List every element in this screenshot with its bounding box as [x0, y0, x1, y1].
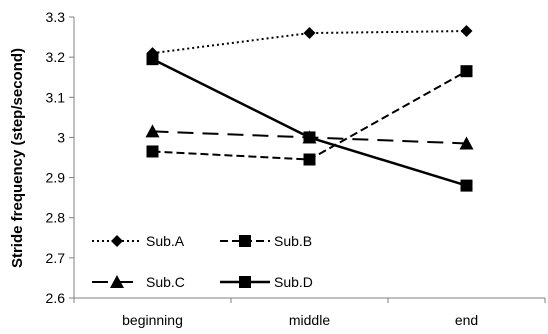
x-tick-label: middle: [289, 312, 330, 328]
y-tick-label: 3: [57, 129, 65, 145]
y-tick-label: 2.8: [46, 210, 66, 226]
legend-item-sub-c: Sub.C: [92, 274, 185, 290]
legend-item-sub-a: Sub.A: [92, 233, 185, 249]
legend-label-sub-d: Sub.D: [274, 274, 313, 290]
y-tick-label: 3.2: [46, 49, 66, 65]
legend-item-sub-d: Sub.D: [220, 274, 313, 290]
y-tick-label: 3.1: [46, 89, 66, 105]
legend-marker-sub-c: [110, 275, 124, 288]
legend-item-sub-b: Sub.B: [220, 233, 312, 249]
series-line-sub-b: [152, 70, 467, 161]
series-layer: [145, 25, 474, 192]
x-tick-label: beginning: [122, 312, 183, 328]
data-point-sub-c: [145, 124, 160, 138]
x-tick-label: end: [455, 312, 478, 328]
y-tick-label: 2.9: [46, 170, 66, 186]
data-point-sub-b: [146, 145, 159, 158]
data-point-sub-a: [460, 25, 473, 38]
series-sub-b: [146, 65, 473, 166]
legend-marker-sub-b: [239, 235, 251, 247]
data-point-sub-d: [303, 131, 316, 144]
series-sub-a: [146, 25, 473, 60]
x-ticks: beginning middle end: [73, 298, 546, 328]
legend-label-sub-b: Sub.B: [274, 233, 312, 249]
y-tick-label: 2.7: [46, 250, 66, 266]
data-point-sub-c: [459, 136, 474, 150]
series-sub-d: [146, 53, 473, 192]
legend-label-sub-c: Sub.C: [146, 274, 185, 290]
legend-label-sub-a: Sub.A: [146, 233, 185, 249]
y-axis-label: Stride frequency (step/second): [9, 48, 26, 268]
legend-marker-sub-d: [239, 276, 251, 288]
axes: [73, 17, 545, 299]
data-point-sub-d: [460, 179, 473, 192]
data-point-sub-b: [303, 153, 316, 166]
y-ticks: 2.6 2.7 2.8 2.9 3 3.1 3.2 3.3: [46, 9, 74, 306]
series-line-sub-d: [151, 58, 467, 187]
data-point-sub-d: [146, 53, 159, 66]
data-point-sub-a: [303, 27, 316, 40]
y-tick-label: 3.3: [46, 9, 66, 25]
legend-marker-sub-a: [111, 235, 123, 247]
data-point-sub-b: [460, 65, 473, 78]
y-tick-label: 2.6: [46, 290, 66, 306]
legend: Sub.A Sub.B Sub.C Sub.D: [92, 233, 313, 290]
